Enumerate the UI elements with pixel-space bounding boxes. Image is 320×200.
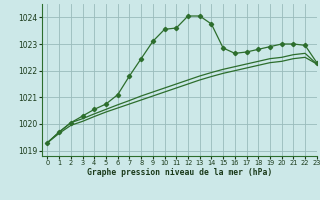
X-axis label: Graphe pression niveau de la mer (hPa): Graphe pression niveau de la mer (hPa): [87, 168, 272, 177]
